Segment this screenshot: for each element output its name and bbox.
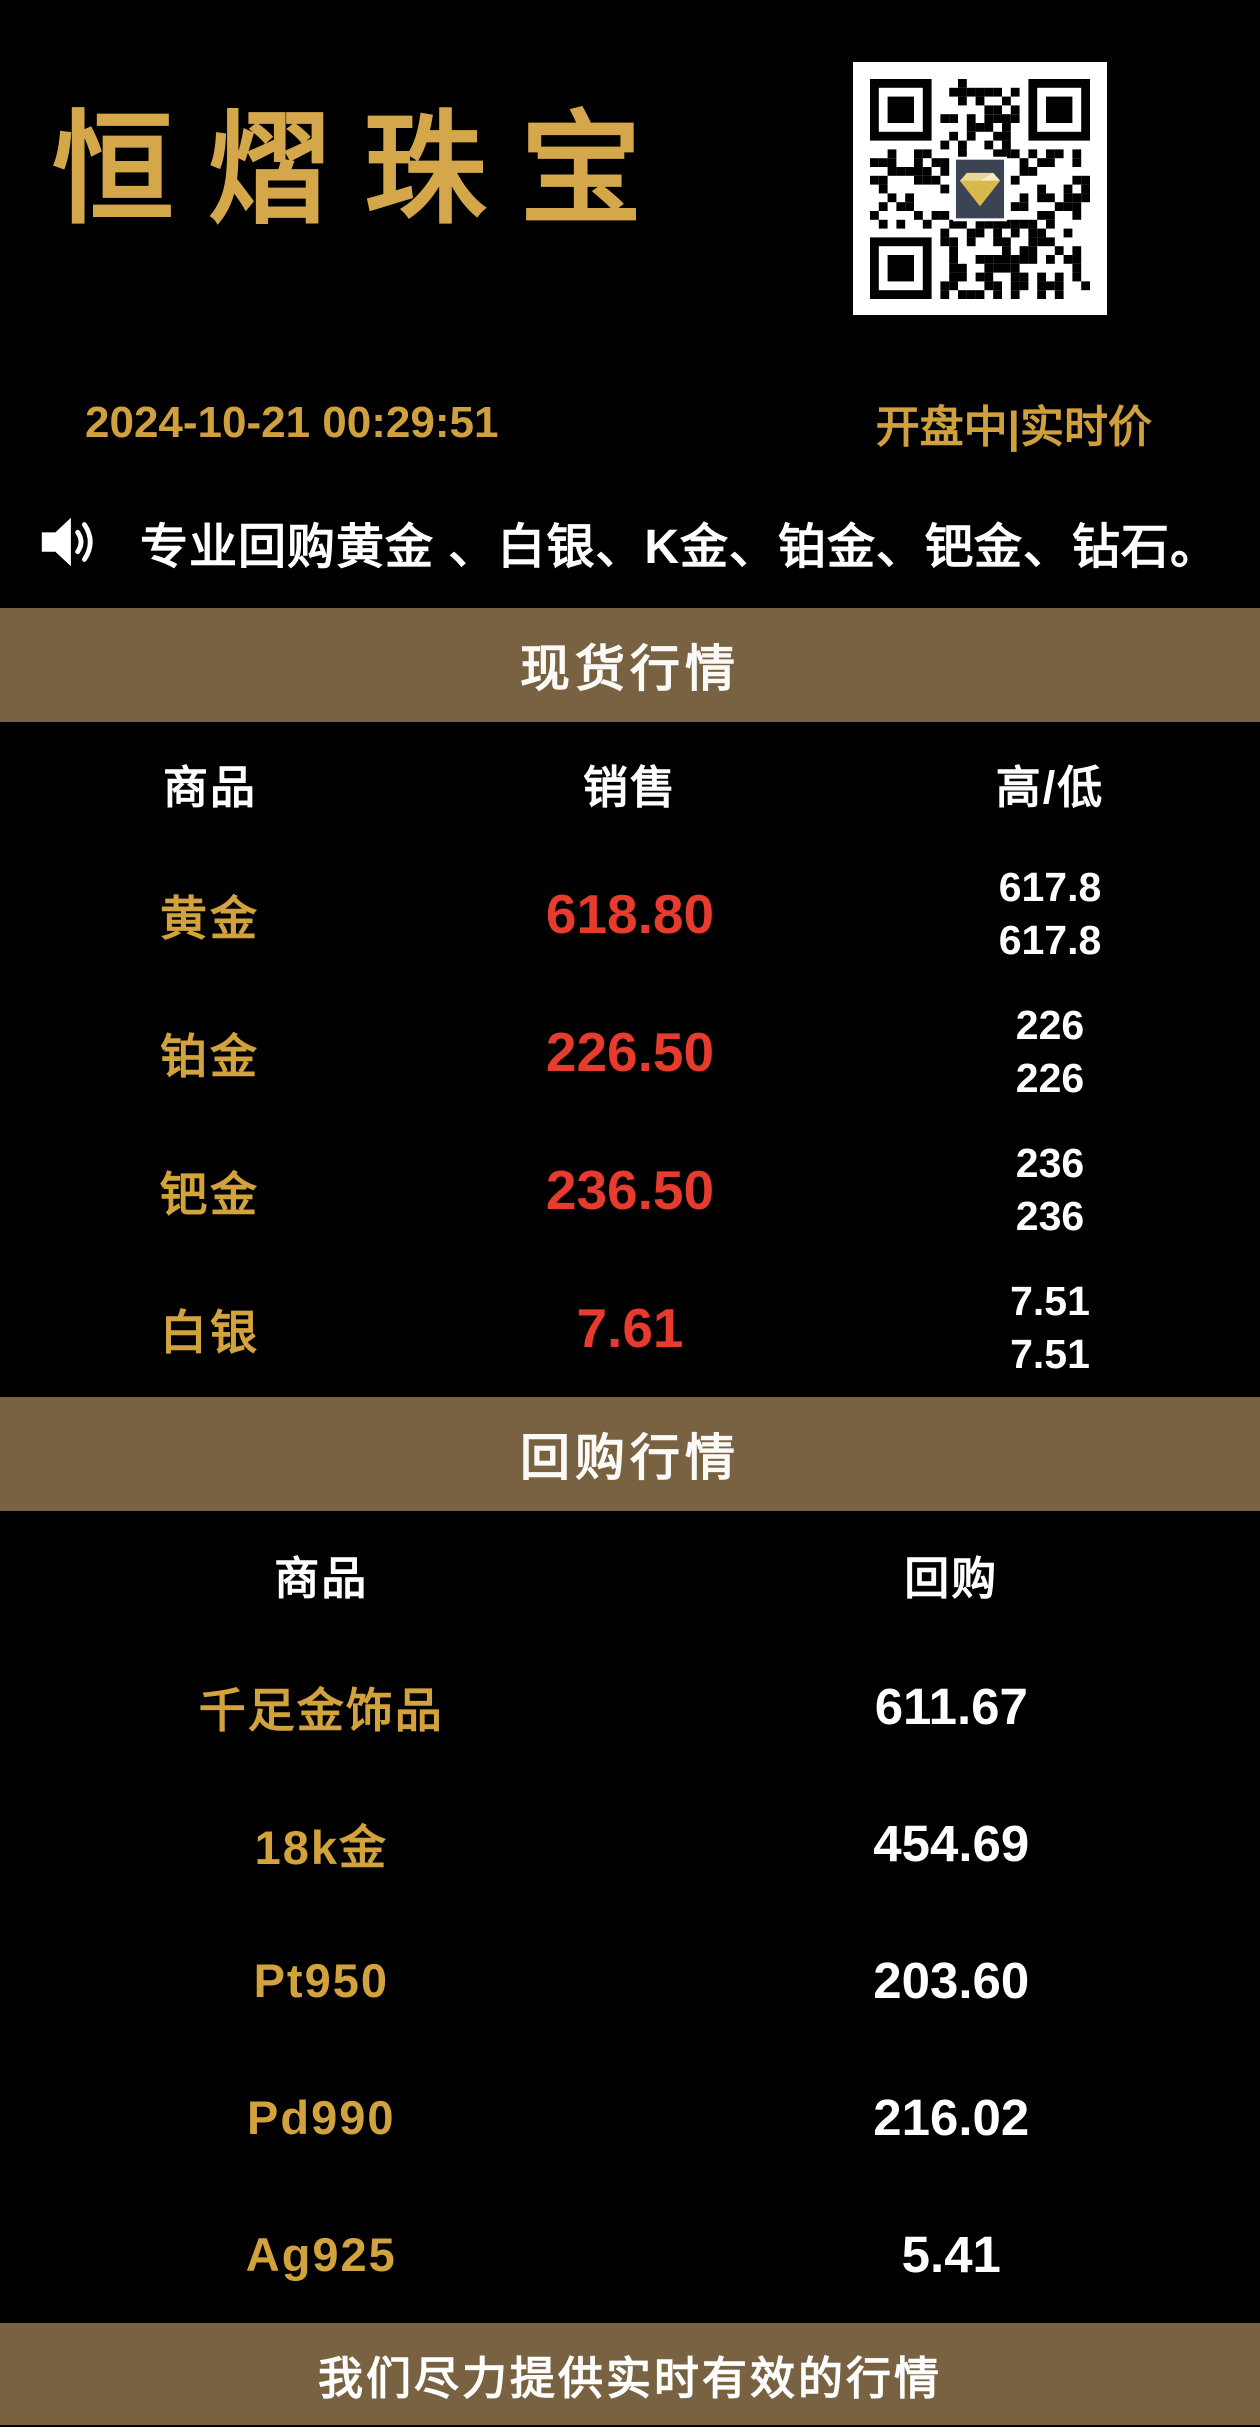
brand-logo: 恒熠珠宝: [52, 97, 676, 241]
buyback-price: 216.02: [873, 2089, 1030, 2146]
footer-notice: 我们尽力提供实时有效的行情: [0, 2323, 1260, 2425]
product-name: 铂金: [160, 1029, 260, 1083]
table-row: 钯金 236.50 236 236: [0, 1121, 1260, 1259]
high-value: 7.51: [1010, 1277, 1090, 1324]
table-row: Pd990 216.02: [0, 2049, 1260, 2186]
qr-pattern: [870, 78, 1090, 299]
low-value: 7.51: [1010, 1331, 1090, 1377]
qr-code: [853, 62, 1107, 315]
table-row: Pt950 203.60: [0, 1912, 1260, 2049]
product-name: Pt950: [253, 1954, 389, 2007]
table-row: 18k金 454.69: [0, 1775, 1260, 1912]
product-name: Pd990: [247, 2091, 396, 2144]
high-value: 236: [1015, 1139, 1085, 1186]
announcement-text: 专业回购黄金 、白银、K金、铂金、钯金、钻石。: [140, 520, 1220, 574]
product-name: Ag925: [245, 2228, 397, 2281]
table-row: 白银 7.61 7.51 7.51: [0, 1259, 1260, 1397]
spot-section-title: 现货行情: [0, 608, 1260, 722]
high-low-value: 226 226: [840, 999, 1260, 1106]
buyback-price: 611.67: [874, 1678, 1028, 1735]
product-name: 18k金: [254, 1821, 388, 1874]
sale-price: 618.80: [545, 883, 715, 945]
buyback-price: 454.69: [873, 1815, 1030, 1872]
product-name: 千足金饰品: [198, 1684, 444, 1737]
product-name: 钯金: [160, 1167, 260, 1221]
high-value: 226: [1015, 1001, 1085, 1048]
spot-col-highlow: 高/低: [995, 762, 1105, 813]
table-row: 黄金 618.80 617.8 617.8: [0, 845, 1260, 983]
market-status-label: 开盘中|实时价: [875, 402, 1152, 452]
product-name: 黄金: [160, 891, 260, 945]
announcement-bar: 专业回购黄金 、白银、K金、铂金、钯金、钻石。: [0, 475, 1260, 608]
datetime-label: 2024-10-21 00:29:51: [85, 397, 499, 447]
table-row: 千足金饰品 611.67: [0, 1638, 1260, 1775]
speaker-icon: [41, 517, 93, 566]
sale-price: 226.50: [545, 1021, 715, 1083]
status-bar: 2024-10-21 00:29:51 开盘中|实时价: [0, 370, 1260, 475]
buyback-section-title: 回购行情: [0, 1397, 1260, 1511]
product-name: 白银: [160, 1305, 260, 1359]
buyback-price: 5.41: [901, 2226, 1001, 2283]
sale-price: 7.61: [576, 1297, 684, 1359]
sale-price: 236.50: [545, 1159, 715, 1221]
spot-col-sale: 销售: [582, 762, 677, 813]
high-low-value: 7.51 7.51: [840, 1275, 1260, 1382]
spot-table-header: 商品 销售 高/低: [0, 722, 1260, 845]
high-value: 617.8: [998, 863, 1102, 910]
buyback-col-price: 回购: [904, 1553, 999, 1604]
brand-header: 恒熠珠宝: [0, 0, 1260, 370]
table-row: Ag925 5.41: [0, 2186, 1260, 2323]
low-value: 236: [1015, 1193, 1085, 1239]
high-low-value: 617.8 617.8: [840, 861, 1260, 968]
high-low-value: 236 236: [840, 1137, 1260, 1244]
table-row: 铂金 226.50 226 226: [0, 983, 1260, 1121]
buyback-price: 203.60: [873, 1952, 1030, 2009]
low-value: 226: [1015, 1055, 1085, 1101]
buyback-col-product: 商品: [274, 1553, 369, 1604]
low-value: 617.8: [998, 917, 1102, 963]
spot-col-product: 商品: [162, 762, 257, 813]
buyback-table-header: 商品 回购: [0, 1511, 1260, 1638]
